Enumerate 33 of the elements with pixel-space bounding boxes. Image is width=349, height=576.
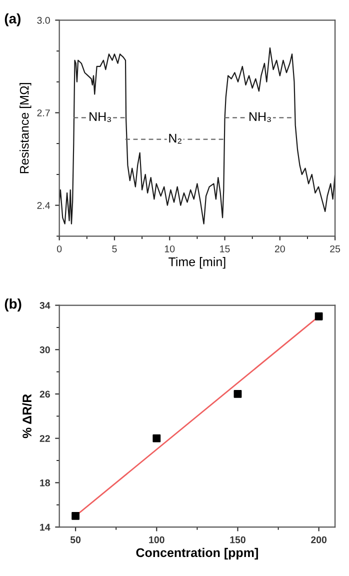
point [234,390,242,398]
chart-title: (b) [4,298,22,312]
y-axis-title: Resistance [MΩ] [20,83,32,174]
x-tick-label: 200 [311,536,327,544]
x-tick-label: 20 [274,245,285,252]
annotation: NH₃ [250,112,271,122]
y-tick-label: 22 [40,435,50,442]
x-tick-label: 150 [230,536,246,544]
line-series [59,47,336,224]
x-tick-label: 50 [70,536,81,544]
x-tick-label: 0 [57,245,62,252]
y-tick-label: 30 [40,346,50,354]
x-tick-label: 5 [112,246,117,252]
y-tick-label: 34 [40,302,50,309]
y-tick-label: 26 [40,390,50,398]
point [72,512,80,520]
x-axis-title: Time [min] [168,257,226,269]
y-tick-label: 2.4 [37,202,50,209]
annotation: N₂ [169,134,182,144]
x-tick-label: 10 [164,245,175,252]
y-tick-label: 14 [40,524,50,531]
y-axis-title: % ΔR/R [22,394,32,438]
y-tick-label: 3.0 [37,16,50,24]
y-tick-label: 18 [40,479,50,486]
annotation: NH₃ [90,112,111,122]
point [152,434,161,442]
y-tick-label: 2.7 [37,109,50,116]
x-axis-title: Concentration [ppm] [136,548,258,560]
x-tick-label: 15 [220,246,230,252]
point [314,312,323,320]
x-tick-label: 25 [330,245,340,252]
chart-title: (a) [4,13,20,26]
x-tick-label: 100 [149,536,164,544]
